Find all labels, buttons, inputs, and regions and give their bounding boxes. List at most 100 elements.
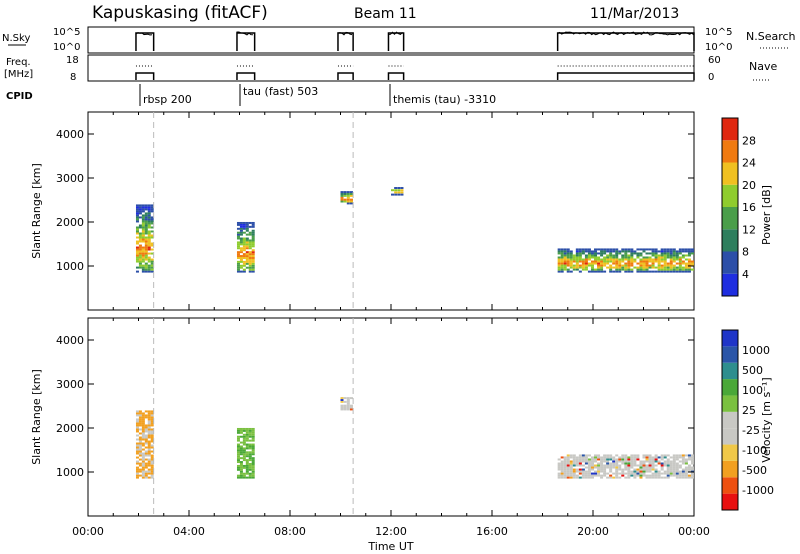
heatmap-cell — [684, 462, 688, 465]
heatmap-cell — [245, 429, 249, 432]
heatmap-cell — [618, 270, 622, 273]
heatmap-cell — [236, 453, 240, 456]
heatmap-cell — [150, 410, 154, 413]
colorbar-tick: 24 — [742, 157, 756, 170]
heatmap-cell — [141, 468, 145, 471]
heatmap-cell — [681, 476, 685, 479]
heatmap-cell — [248, 459, 252, 462]
heatmap-cell — [560, 476, 564, 479]
heatmap-cell — [150, 462, 154, 465]
heatmap-cell — [675, 268, 679, 271]
heatmap-cell — [575, 456, 579, 459]
heatmap-cell — [594, 258, 598, 261]
heatmap-cell — [660, 464, 664, 467]
y-tick-label: 4000 — [56, 128, 84, 141]
heatmap-cell — [666, 472, 670, 475]
heatmap-cell — [597, 256, 601, 259]
heatmap-cell — [242, 253, 246, 256]
heatmap-cell — [566, 262, 570, 265]
heatmap-cell — [672, 474, 676, 477]
heatmap-cell — [684, 466, 688, 469]
heatmap-cell — [642, 266, 646, 269]
heatmap-cell — [606, 462, 610, 465]
y-tick-label: 3000 — [56, 172, 84, 185]
heatmap-cell — [251, 253, 255, 256]
heatmap-cell — [150, 428, 154, 431]
heatmap-cell — [618, 260, 622, 263]
heatmap-cell — [621, 258, 625, 261]
heatmap-cell — [615, 260, 619, 263]
heatmap-cell — [606, 250, 610, 253]
heatmap-cell — [135, 450, 139, 453]
heatmap-cell — [600, 462, 604, 465]
heatmap-cell — [687, 454, 691, 457]
heatmap-cell — [597, 454, 601, 457]
heatmap-cell — [678, 258, 682, 261]
heatmap-cell — [684, 254, 688, 257]
heatmap-cell — [666, 464, 670, 467]
heatmap-cell — [590, 456, 594, 459]
heatmap-cell — [669, 466, 673, 469]
heatmap-cell — [251, 435, 255, 438]
heatmap-cell — [245, 459, 249, 462]
heatmap-cell — [687, 476, 691, 479]
heatmap-cell — [654, 260, 658, 263]
heatmap-cell — [690, 462, 694, 465]
heatmap-cell — [615, 268, 619, 271]
heatmap-cell — [569, 474, 573, 477]
heatmap-cell — [248, 264, 252, 267]
heatmap-cell — [138, 256, 142, 259]
heatmap-cell — [581, 456, 585, 459]
nsky-block — [236, 32, 256, 51]
date-title: 11/Mar/2013 — [590, 6, 679, 22]
heatmap-cell — [147, 248, 151, 251]
heatmap-cell — [600, 252, 604, 255]
heatmap-cell — [633, 252, 637, 255]
heatmap-cell — [630, 250, 634, 253]
heatmap-cell — [636, 456, 640, 459]
heatmap-cell — [245, 447, 249, 450]
heatmap-cell — [666, 474, 670, 477]
heatmap-cell — [572, 472, 576, 475]
heatmap-cell — [150, 458, 154, 461]
heatmap-cell — [587, 474, 591, 477]
heatmap-cell — [648, 476, 652, 479]
heatmap-cell — [627, 258, 631, 261]
heatmap-cell — [346, 198, 350, 201]
colorbar-segment — [722, 229, 738, 252]
heatmap-cell — [684, 454, 688, 457]
heatmap-cell — [584, 456, 588, 459]
heatmap-cell — [621, 264, 625, 267]
heatmap-cell — [645, 476, 649, 479]
heatmap-cell — [578, 254, 582, 257]
heatmap-cell — [239, 462, 243, 465]
heatmap-cell — [135, 218, 139, 221]
heatmap-cell — [663, 264, 667, 267]
heatmap-cell — [560, 250, 564, 253]
heatmap-cell — [560, 468, 564, 471]
heatmap-cell — [138, 260, 142, 263]
heatmap-cell — [138, 410, 142, 413]
heatmap-cell — [603, 454, 607, 457]
heatmap-cell — [578, 260, 582, 263]
heatmap-cell — [138, 416, 142, 419]
heatmap-cell — [645, 248, 649, 251]
heatmap-cell — [239, 468, 243, 471]
heatmap-cell — [144, 436, 148, 439]
heatmap-cell — [248, 225, 252, 228]
heatmap-cell — [639, 262, 643, 265]
heatmap-cell — [606, 260, 610, 263]
heatmap-cell — [581, 250, 585, 253]
y-tick-label: 4000 — [56, 334, 84, 347]
heatmap-cell — [594, 268, 598, 271]
heatmap-cell — [245, 223, 249, 226]
heatmap-cell — [560, 462, 564, 465]
heatmap-cell — [563, 252, 567, 255]
heatmap-cell — [657, 260, 661, 263]
heatmap-cell — [684, 460, 688, 463]
heatmap-cell — [666, 466, 670, 469]
heatmap-cell — [150, 414, 154, 417]
heatmap-cell — [584, 262, 588, 265]
heatmap-cell — [144, 206, 148, 209]
